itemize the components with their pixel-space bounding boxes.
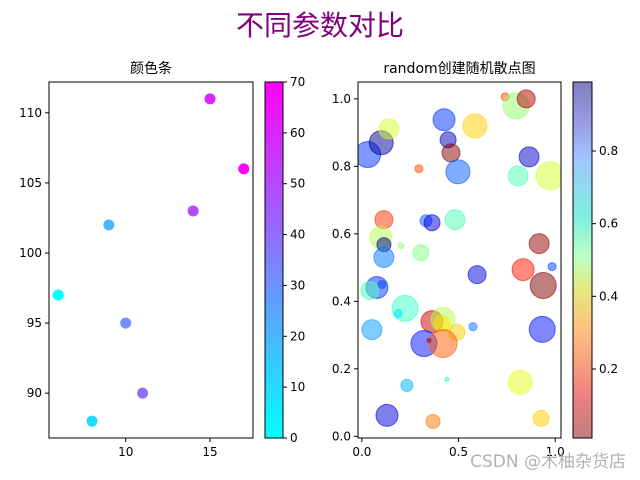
- svg-text:95: 95: [27, 316, 42, 330]
- scatter-point: [378, 118, 400, 140]
- svg-text:15: 15: [202, 445, 217, 459]
- scatter-point: [444, 209, 466, 231]
- scatter-point: [444, 376, 450, 382]
- scatter-point: [375, 403, 399, 427]
- left-scatter-axes: 10 15 90 95 100 105 110: [19, 81, 254, 459]
- svg-text:0.8: 0.8: [599, 144, 618, 158]
- scatter-point: [397, 242, 405, 250]
- svg-text:0.2: 0.2: [599, 362, 618, 376]
- scatter-point: [535, 161, 561, 191]
- left-axes-title: 颜色条: [130, 61, 172, 77]
- svg-text:50: 50: [290, 177, 305, 191]
- svg-text:0.6: 0.6: [332, 227, 351, 241]
- scatter-point: [425, 413, 441, 429]
- scatter-point: [428, 329, 458, 359]
- scatter-point: [468, 322, 478, 332]
- right-scatter-axes: 0.0 0.5 1.0 0.0 0.2 0.4 0.6 0.8 1.0: [332, 81, 565, 459]
- svg-text:0.2: 0.2: [332, 362, 351, 376]
- scatter-point: [86, 415, 98, 427]
- svg-text:0.5: 0.5: [449, 445, 468, 459]
- svg-text:110: 110: [19, 106, 42, 120]
- svg-text:40: 40: [290, 228, 305, 242]
- svg-text:70: 70: [290, 75, 305, 89]
- scatter-point: [414, 164, 424, 174]
- scatter-point: [391, 294, 419, 322]
- scatter-point: [361, 319, 383, 341]
- svg-text:0: 0: [290, 431, 298, 445]
- svg-text:1.0: 1.0: [546, 445, 565, 459]
- scatter-point: [507, 165, 529, 187]
- svg-text:0.6: 0.6: [599, 217, 618, 231]
- scatter-point: [441, 143, 461, 163]
- scatter-point: [238, 163, 250, 175]
- scatter-point: [547, 262, 557, 272]
- scatter-point: [187, 205, 199, 217]
- svg-text:0.4: 0.4: [599, 289, 618, 303]
- svg-text:0.0: 0.0: [352, 445, 371, 459]
- scatter-point: [528, 315, 556, 343]
- svg-text:1.0: 1.0: [332, 92, 351, 106]
- scatter-point: [373, 246, 395, 268]
- scatter-point: [532, 409, 550, 427]
- scatter-point: [204, 93, 216, 105]
- scatter-point: [400, 378, 414, 392]
- scatter-point: [529, 271, 557, 299]
- svg-text:0.8: 0.8: [332, 159, 351, 173]
- scatter-point: [511, 258, 535, 282]
- scatter-point: [137, 387, 149, 399]
- svg-text:30: 30: [290, 278, 305, 292]
- svg-text:10: 10: [290, 380, 305, 394]
- scatter-point: [423, 214, 441, 232]
- scatter-point: [426, 337, 432, 343]
- scatter-point: [377, 279, 387, 289]
- scatter-point: [374, 210, 394, 230]
- svg-text:100: 100: [19, 246, 42, 260]
- svg-text:0.0: 0.0: [332, 429, 351, 443]
- scatter-point: [393, 308, 403, 318]
- scatter-point: [360, 281, 380, 301]
- watermark: CSDN @木柚杂货店: [470, 452, 626, 472]
- scatter-point: [516, 89, 536, 109]
- scatter-point: [507, 369, 533, 395]
- scatter-point: [518, 146, 540, 168]
- scatter-point: [432, 108, 456, 132]
- scatter-point: [462, 113, 488, 139]
- scatter-point: [445, 159, 471, 185]
- svg-text:20: 20: [290, 329, 305, 343]
- svg-text:105: 105: [19, 176, 42, 190]
- scatter-point: [467, 265, 487, 285]
- scatter-point: [52, 289, 64, 301]
- scatter-point: [103, 219, 115, 231]
- svg-text:10: 10: [118, 445, 133, 459]
- figure-suptitle: 不同参数对比: [235, 9, 404, 42]
- left-colorbar: 0 10 20 30 40 50 60 70: [264, 75, 305, 445]
- svg-text:60: 60: [290, 126, 305, 140]
- right-colorbar: 0.2 0.4 0.6 0.8: [572, 81, 618, 439]
- svg-text:90: 90: [27, 386, 42, 400]
- scatter-point: [412, 244, 430, 262]
- svg-text:0.4: 0.4: [332, 294, 351, 308]
- right-axes-title: random创建随机散点图: [383, 61, 536, 77]
- scatter-point: [120, 317, 132, 329]
- scatter-point: [528, 233, 550, 255]
